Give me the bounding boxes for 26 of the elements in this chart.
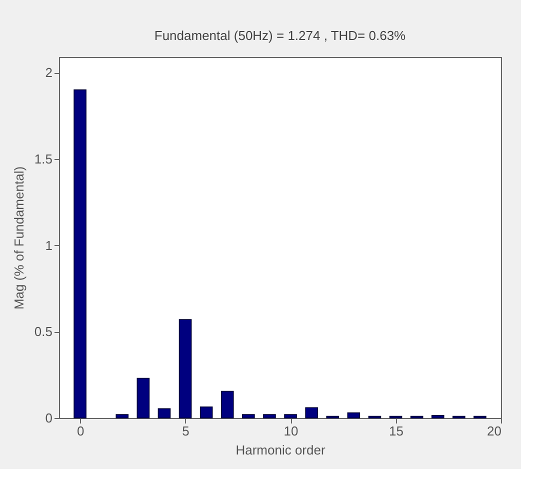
x-tick-label: 0 [76, 424, 84, 438]
bar [263, 414, 276, 418]
x-tick-label: 5 [182, 424, 190, 438]
y-tick-label: 2 [45, 65, 52, 80]
y-tick-label: 1.5 [34, 151, 52, 166]
bar [200, 406, 213, 418]
y-axis-title: Mag (% of Fundamental) [11, 166, 26, 310]
bar [242, 414, 255, 418]
bar [220, 390, 234, 418]
y-tick-label: 0.5 [34, 324, 52, 340]
bar [431, 415, 444, 418]
x-axis-title: Harmonic order [236, 442, 326, 458]
x-tick-label: 15 [389, 424, 404, 438]
bar [136, 378, 150, 418]
x-tick-label: 10 [284, 424, 298, 438]
y-tick-label: 0 [45, 410, 52, 426]
bar [178, 319, 192, 418]
bar [347, 412, 360, 418]
bar [305, 407, 318, 418]
chart-title: Fundamental (50Hz) = 1.274 , THD= 0.63% [154, 28, 406, 43]
bar [158, 408, 171, 418]
bar [284, 414, 297, 418]
y-tick-label: 1 [45, 238, 52, 253]
x-tick-label: 20 [487, 424, 502, 438]
bar [116, 414, 129, 418]
bar [74, 89, 86, 418]
